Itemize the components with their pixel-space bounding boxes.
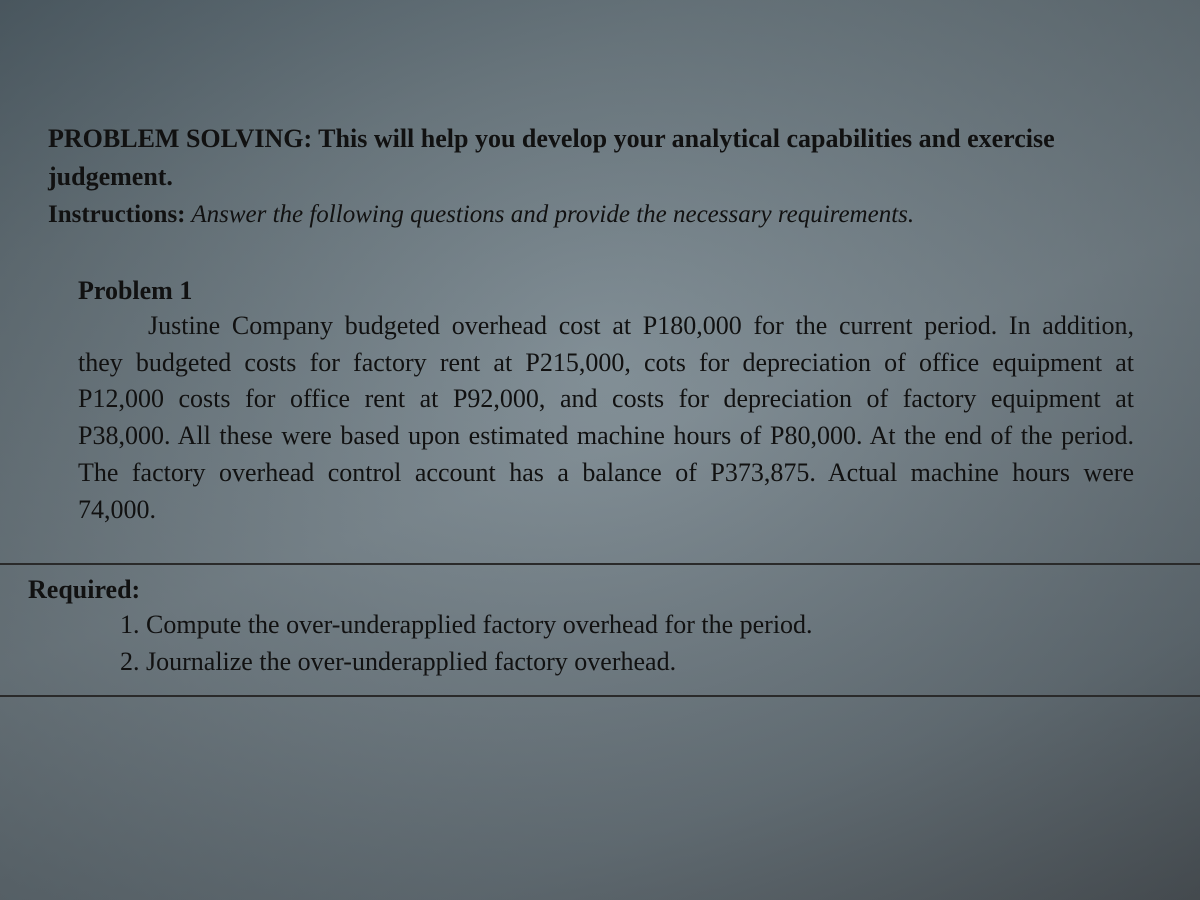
instructions-body: Answer the following questions and provi… (186, 201, 915, 228)
required-box: Required: 1. Compute the over-underappli… (0, 563, 1200, 697)
problem-body: Justine Company budgeted overhead cost a… (78, 308, 1134, 529)
instructions-label: Instructions: (48, 201, 186, 228)
scanned-page: PROBLEM SOLVING: This will help you deve… (0, 0, 1200, 900)
problem-block: Problem 1 Justine Company budgeted overh… (48, 276, 1152, 529)
section-heading: PROBLEM SOLVING: This will help you deve… (48, 120, 1152, 195)
heading-strong: PROBLEM SOLVING: (48, 124, 312, 153)
heading-block: PROBLEM SOLVING: This will help you deve… (48, 120, 1152, 234)
required-items: 1. Compute the over-underapplied factory… (28, 607, 1152, 681)
required-item-2: 2. Journalize the over-underapplied fact… (120, 644, 1152, 681)
instructions-line: Instructions: Answer the following quest… (48, 197, 1152, 233)
problem-title: Problem 1 (78, 276, 1134, 306)
required-label: Required: (28, 575, 1152, 605)
required-item-1: 1. Compute the over-underapplied factory… (120, 607, 1152, 644)
